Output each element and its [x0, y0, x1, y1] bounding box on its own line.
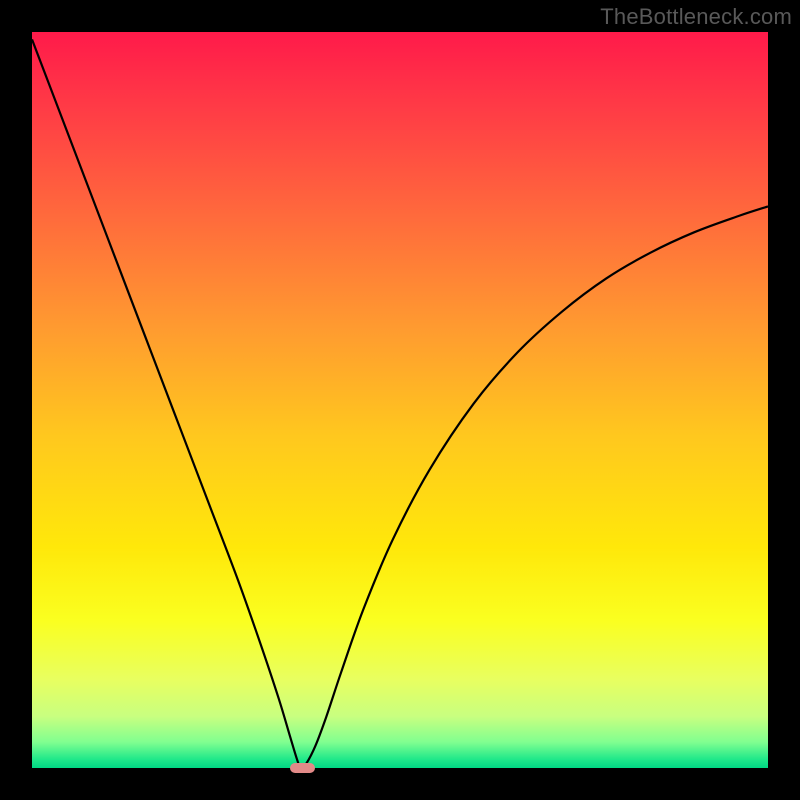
plot-background	[32, 32, 768, 768]
watermark-text: TheBottleneck.com	[600, 4, 792, 30]
chart-container: TheBottleneck.com	[0, 0, 800, 800]
optimal-point-marker	[290, 763, 315, 773]
bottleneck-plot	[32, 32, 768, 768]
